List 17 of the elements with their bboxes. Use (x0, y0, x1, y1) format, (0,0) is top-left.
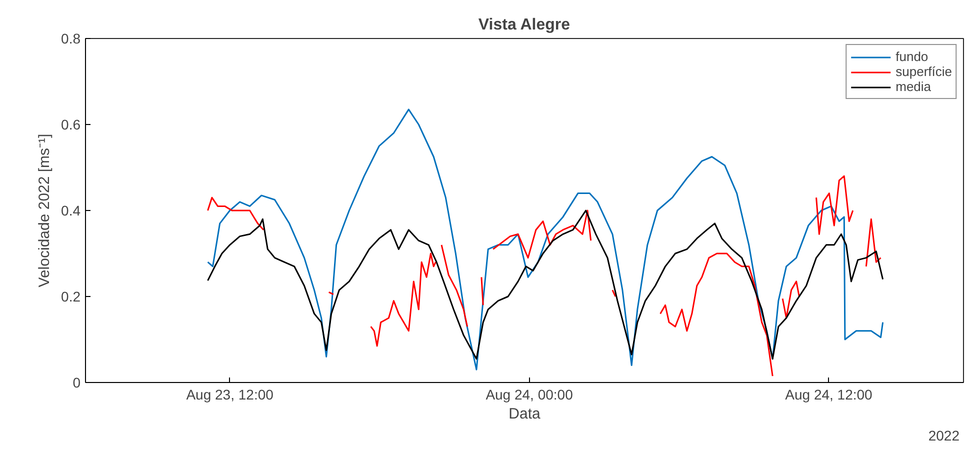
y-tick-label: 0.8 (61, 30, 81, 46)
text: 2022 (928, 428, 960, 444)
x-tick-label: Aug 24, 12:00 (785, 386, 873, 402)
line-series (207, 108, 884, 370)
line-series (207, 210, 884, 360)
y-tick-label: 0 (72, 374, 81, 390)
y-tick-label: 0.6 (61, 116, 81, 132)
y-tick-label: 0.4 (61, 202, 81, 218)
x-axis-title: Data (508, 406, 541, 422)
y-axis-title: Velocidade 2022 [ms⁻¹] (36, 134, 54, 288)
x-tick-label: Aug 23, 12:00 (186, 386, 274, 402)
legend-label: fundo (896, 49, 928, 64)
legend-label: superfície (896, 64, 952, 79)
y-tick-label: 0.2 (61, 288, 81, 304)
chart-title: Vista Alegre (478, 16, 570, 34)
x-tick-label: Aug 24, 00:00 (486, 386, 574, 402)
legend-label: media (896, 79, 932, 94)
